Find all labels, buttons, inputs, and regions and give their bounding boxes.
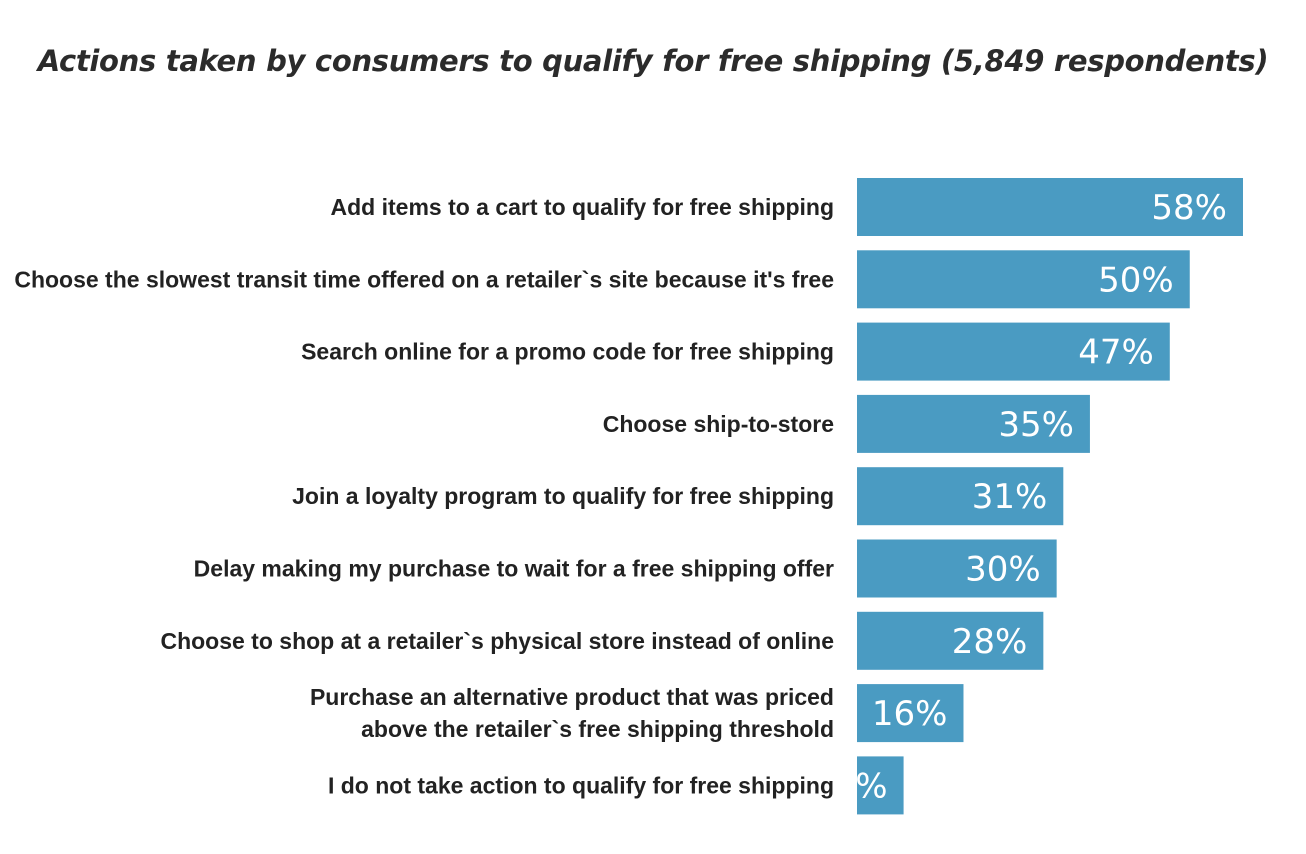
bar-5: [857, 539, 1057, 598]
chart-title: Actions taken by consumers to qualify fo…: [37, 44, 1269, 78]
category-label-7: Purchase an alternative product that was…: [310, 684, 834, 742]
bar-3: [857, 394, 1090, 453]
bar-4: [857, 467, 1064, 526]
category-label-8: I do not take action to qualify for free…: [328, 772, 834, 798]
bar-2: [857, 322, 1170, 381]
category-label-4-line-0: Join a loyalty program to qualify for fr…: [292, 483, 834, 509]
category-label-2: Search online for a promo code for free …: [301, 339, 834, 365]
value-label-6: 28%: [952, 622, 1028, 662]
bar-0: [857, 178, 1243, 236]
category-label-0-line-0: Add items to a cart to qualify for free …: [331, 194, 835, 220]
value-label-1: 50%: [1098, 260, 1174, 300]
category-label-0: Add items to a cart to qualify for free …: [331, 194, 835, 220]
value-label-5: 30%: [965, 550, 1041, 590]
bars-layer: [857, 178, 1243, 815]
value-label-3: 35%: [998, 405, 1074, 445]
category-label-7-line-1: above the retailer`s free shipping thres…: [361, 716, 834, 742]
value-label-2: 47%: [1078, 333, 1154, 373]
category-label-3: Choose ship-to-store: [603, 411, 834, 437]
bar-7: [857, 684, 964, 743]
category-label-2-line-0: Search online for a promo code for free …: [301, 339, 834, 365]
category-label-5-line-0: Delay making my purchase to wait for a f…: [194, 556, 834, 582]
category-label-5: Delay making my purchase to wait for a f…: [194, 556, 834, 582]
category-label-6-line-0: Choose to shop at a retailer`s physical …: [160, 628, 834, 654]
value-label-0: 58%: [1151, 188, 1227, 228]
category-label-3-line-0: Choose ship-to-store: [603, 411, 834, 437]
category-label-6: Choose to shop at a retailer`s physical …: [160, 628, 834, 654]
value-label-7: 16%: [872, 694, 948, 734]
bar-8: [857, 756, 904, 815]
value-label-4: 31%: [972, 477, 1048, 517]
category-labels-layer: Add items to a cart to qualify for free …: [14, 194, 834, 798]
bar-1: [857, 250, 1190, 309]
value-label-8: 7%: [834, 766, 888, 806]
category-label-4: Join a loyalty program to qualify for fr…: [292, 483, 834, 509]
category-label-7-line-0: Purchase an alternative product that was…: [310, 684, 834, 710]
category-label-8-line-0: I do not take action to qualify for free…: [328, 772, 834, 798]
value-labels-layer: 58% 50% 47%35% 31% 30% 28%16% 7%: [834, 188, 1227, 806]
bar-6: [857, 611, 1044, 670]
category-label-1-line-0: Choose the slowest transit time offered …: [14, 266, 834, 292]
category-label-1: Choose the slowest transit time offered …: [14, 266, 834, 292]
